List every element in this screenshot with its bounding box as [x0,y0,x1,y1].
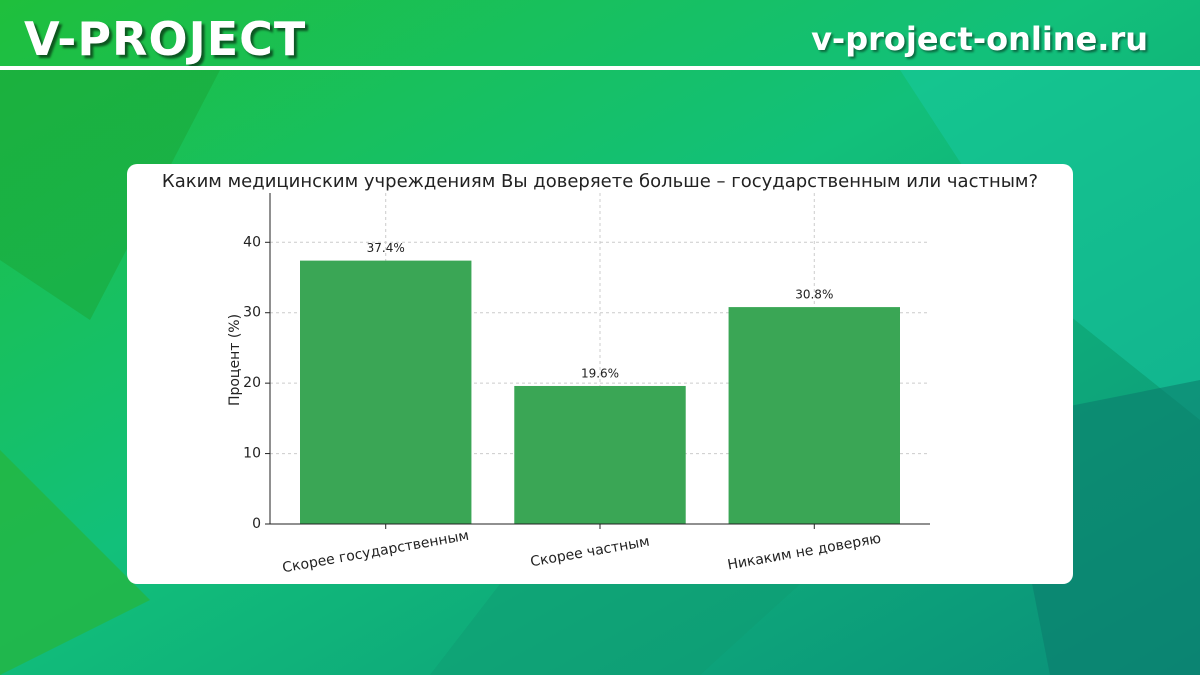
header-rule [0,66,1200,70]
brand: V-PROJECT [24,12,307,66]
x-tick-label: Скорее государственным [281,528,470,577]
bar [728,307,900,524]
site-url: v-project-online.ru [811,20,1148,58]
value-label: 19.6% [581,366,619,380]
bar [300,260,472,524]
chart: Каким медицинским учреждениям Вы доверяе… [162,171,1038,577]
value-label: 37.4% [367,241,405,255]
y-axis-label: Процент (%) [227,314,243,406]
y-tick-label: 0 [252,516,261,532]
y-tick-label: 10 [243,446,261,462]
y-tick-label: 30 [243,305,261,321]
x-tick-label: Скорее частным [529,534,651,571]
chart-title: Каким медицинским учреждениям Вы доверяе… [162,171,1038,192]
bar [514,385,686,524]
value-label: 30.8% [795,288,833,302]
y-tick-label: 40 [243,234,261,250]
y-tick-label: 20 [243,375,261,391]
x-tick-label: Никаким не доверяю [726,531,882,574]
